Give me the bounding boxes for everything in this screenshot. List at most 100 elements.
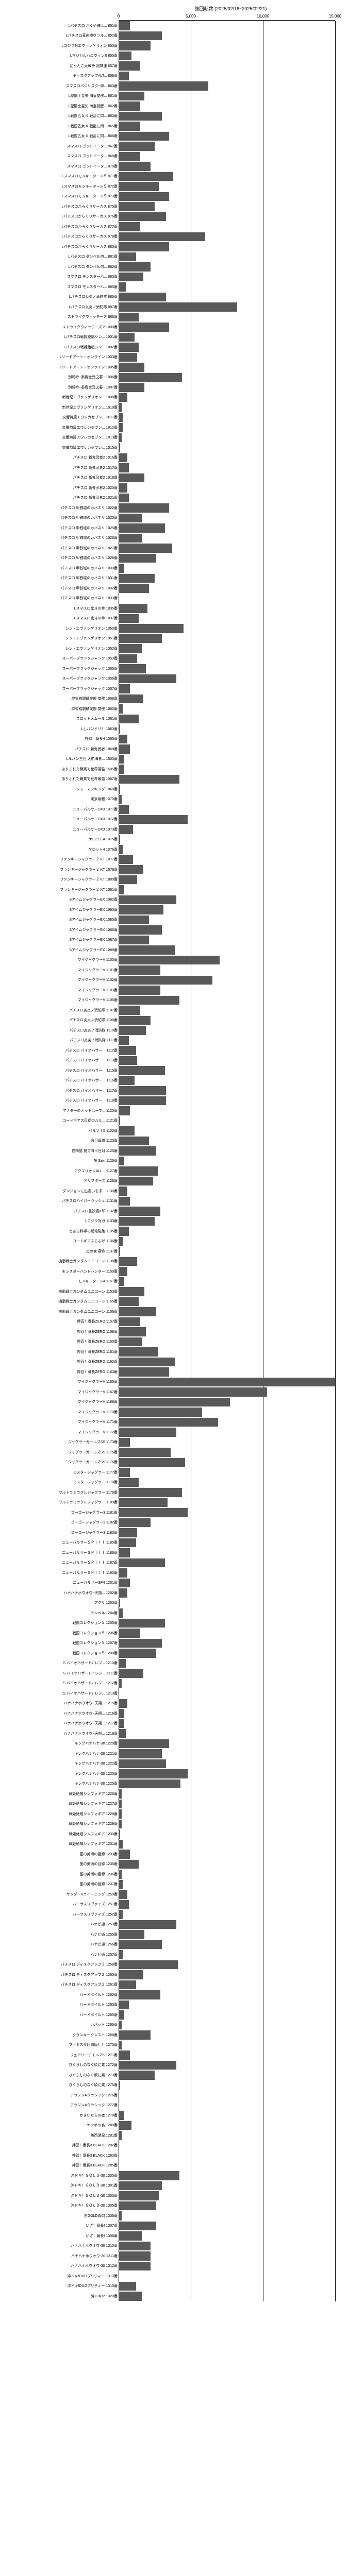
chart-row: Lパチスロ炎炎ノ消防隊 886番 [5, 292, 343, 302]
bar [119, 715, 139, 724]
chart-row: 交響詩篇エウレカセブン... 1011番 [5, 413, 343, 423]
bar [119, 684, 130, 693]
bar-area [119, 1146, 335, 1156]
bar-area [119, 714, 335, 724]
row-label: 怪物語 祝マヨイ日月 1125番 [5, 1148, 119, 1154]
row-label: 押忍！番長3 BLACK 1285番 [5, 2163, 119, 2168]
row-label: Lスマスロモンキーターン５ 872番 [5, 184, 119, 189]
bar-area [119, 1799, 335, 1809]
row-label: パチスロ ディスクアップ２ 1261番 [5, 1982, 119, 1987]
row-label: 機動戦士ガンダムユニコーン 1153番 [5, 1289, 119, 1294]
chart-row: 聖の美術の目録 1233番 [5, 1849, 343, 1859]
row-label: マイジャグラーV 1103番 [5, 988, 119, 993]
bar-area [119, 603, 335, 614]
row-label: Lパチスロ革命機ヴァル... 852番 [5, 33, 119, 38]
bar-area [119, 312, 335, 323]
chart-row: 聖の美術の目録 1236番 [5, 1869, 343, 1879]
bar-area [119, 835, 335, 845]
spin-count-chart: 総回転数 (2025/02/18~2025/02/21) 05,00010,00… [5, 5, 343, 2301]
bar-area [119, 794, 335, 805]
bar [119, 865, 143, 874]
chart-row: Lスマスロモンキーターン５ 872番 [5, 181, 343, 192]
chart-row: ハナビ通 1257番 [5, 1950, 343, 1960]
row-label: SアイムジャグラーEX 1082番 [5, 897, 119, 902]
bar [119, 2071, 155, 2080]
bar-area [119, 1638, 335, 1649]
bar [119, 101, 140, 111]
bar [119, 1187, 127, 1196]
chart-row: スマスロ ゴッドイータ... 870番 [5, 161, 343, 172]
chart-row: 東京喰種 1070番 [5, 794, 343, 805]
chart-row: サンダーVライトニング 1250番 [5, 1889, 343, 1900]
chart-row: スマスロ ゴッドイータ... 868番 [5, 151, 343, 162]
bar [119, 1900, 129, 1909]
bar-area [119, 151, 335, 162]
chart-row: パチスロ炎炎ノ消防隊 1108番 [5, 1015, 343, 1026]
row-label: スーパーブラックジャック 1055番 [5, 666, 119, 671]
bar-area [119, 81, 335, 91]
row-label: パチスロ バイオハザー... 1113番 [5, 1058, 119, 1063]
row-label: ありふれた職業で世界最強 1067番 [5, 776, 119, 782]
bar [119, 192, 169, 201]
bar [119, 413, 123, 422]
row-label: ファミスタ回胴版！！ 1270番 [5, 2042, 119, 2047]
chart-row: 戦国コレクション５ 1208番 [5, 1648, 343, 1658]
chart-row: SアイムジャグラーEX 1087番 [5, 935, 343, 945]
row-label: パチスロ 甲鉄城のカバネリ 1026番 [5, 535, 119, 540]
bar-area [119, 1136, 335, 1146]
row-label: 美西游記 1281番 [5, 2133, 119, 2138]
bar-area [119, 1719, 335, 1729]
bar-area [119, 1970, 335, 1980]
bar [119, 1126, 135, 1136]
bar [119, 293, 166, 302]
bar [119, 1468, 130, 1477]
bar [119, 393, 127, 402]
bar [119, 1528, 137, 1537]
bar [119, 2131, 122, 2140]
bar-area [119, 272, 335, 282]
chart-row: 怪物語 祝マヨイ日月 1125番 [5, 1146, 343, 1156]
bar [119, 925, 162, 935]
chart-row: Lパチスロ戦姫絶唱シン... 1001番 [5, 332, 343, 343]
row-label: S バイオハザード7 レジ... 1213番 [5, 1691, 119, 1696]
bar [119, 1568, 127, 1578]
bar [119, 1056, 137, 1065]
chart-row: コードギアス反逆のルル... 1121番 [5, 1116, 343, 1126]
chart-row: Lゴジラ対ガ 1133番 [5, 1216, 343, 1227]
bar [119, 1166, 158, 1176]
bar-area [119, 975, 335, 986]
bar-area [119, 1407, 335, 1417]
chart-row: アクサ 1203番 [5, 1598, 343, 1608]
chart-row: Lソードアート・オンライン 1003番 [5, 352, 343, 363]
row-label: Lパチスロ ダンベル何... 882番 [5, 264, 119, 269]
row-label: サンダーVライトニング 1250番 [5, 1892, 119, 1897]
bar-area [119, 965, 335, 975]
chart-row: モンスターハントハンター 1150番 [5, 1266, 343, 1277]
chart-row: 沖ドキ!2 1320番 [5, 2291, 343, 2301]
bar-area [119, 1588, 335, 1598]
chart-row: パチスロ炎炎ノ消防隊 1107番 [5, 1005, 343, 1015]
chart-row: パチスロ バイオハザー... 1118番 [5, 1096, 343, 1106]
bar [119, 132, 169, 141]
row-label: ペルソナ5 1122番 [5, 1128, 119, 1133]
bar-area [119, 141, 335, 151]
bar [119, 212, 166, 222]
row-label: ゴーゴージャグラー3 1182番 [5, 1520, 119, 1525]
bar [119, 916, 149, 925]
bar [119, 694, 143, 704]
chart-row: ミスタージャグラー 1177番 [5, 1467, 343, 1478]
chart-row: Lスマスロ北斗の拳 1037番 [5, 614, 343, 624]
bar-area [119, 1116, 335, 1126]
row-label: 交響詩篇エウレカセブン... 1011番 [5, 415, 119, 420]
bar [119, 1739, 169, 1749]
row-label: SアイムジャグラーEX 1086番 [5, 927, 119, 933]
bar-area [119, 121, 335, 131]
chart-row: 聖の美術の目録 1235番 [5, 1859, 343, 1870]
bar [119, 564, 124, 573]
row-label: ハードボイルト 1262番 [5, 1992, 119, 1997]
bar-area [119, 362, 335, 372]
bar-area [119, 643, 335, 654]
chart-row: マイジャグラーV 1103番 [5, 985, 343, 995]
bar [119, 1387, 267, 1397]
chart-row: 交響詩篇エウレカセブン... 1013番 [5, 433, 343, 443]
